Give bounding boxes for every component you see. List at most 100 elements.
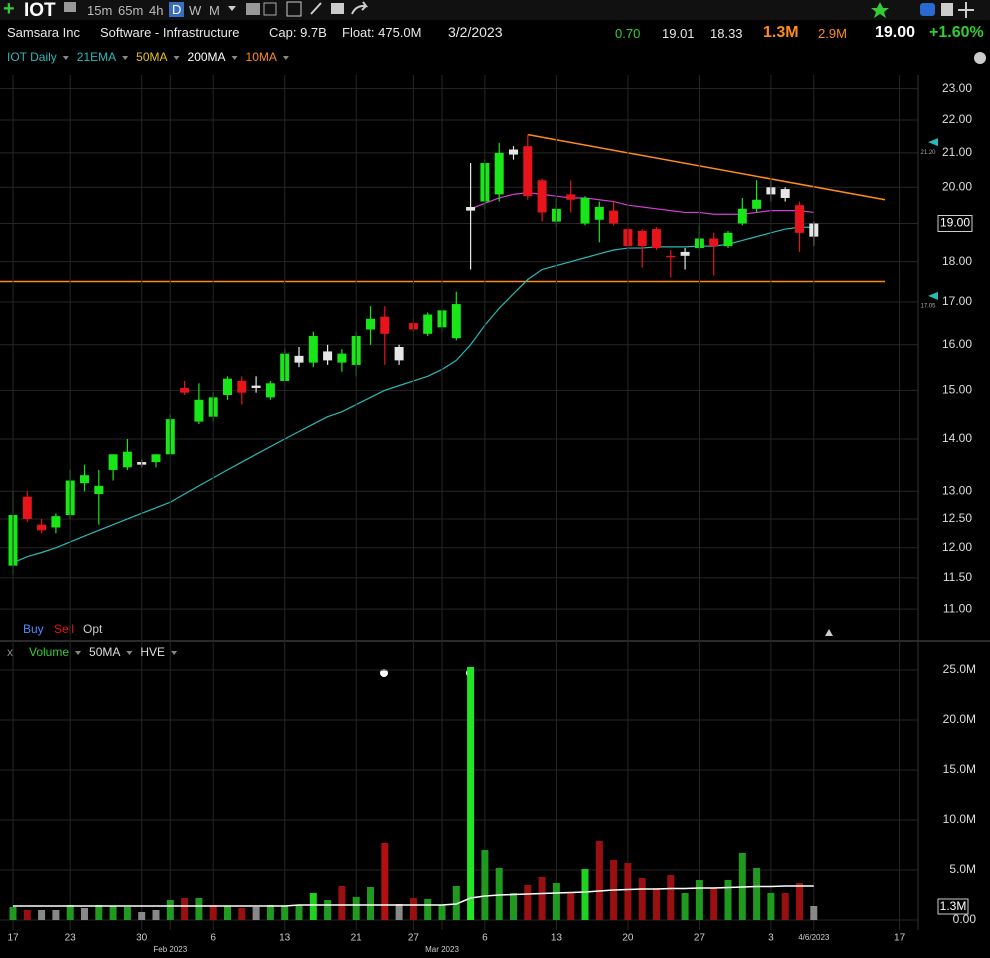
candle-body — [680, 251, 690, 256]
volume-bar — [510, 893, 517, 920]
volume-average-line — [13, 885, 814, 907]
icon[interactable] — [941, 3, 953, 16]
volume-bar — [495, 868, 503, 920]
candle-body — [594, 206, 604, 220]
volume-bar — [338, 886, 346, 920]
candle-body — [652, 229, 661, 249]
timeframe[interactable]: W — [189, 3, 202, 18]
timeframe[interactable]: 15m — [87, 3, 113, 18]
settings-icon[interactable] — [974, 52, 986, 64]
price-marker-box — [937, 214, 973, 232]
volume-bar — [667, 875, 675, 920]
legend-item: HVE — [140, 645, 165, 659]
candle-body — [22, 496, 32, 519]
small-marker — [928, 138, 938, 147]
candle-body — [451, 304, 461, 339]
icon[interactable] — [958, 2, 974, 18]
icon[interactable] — [920, 3, 935, 16]
candle-body — [509, 149, 518, 155]
y-tick-label: 21.00 — [942, 145, 972, 159]
volume-bar — [395, 904, 403, 920]
y-tick-label: 15.0M — [943, 762, 976, 776]
volume-bar — [724, 880, 732, 920]
candle-body — [795, 205, 804, 233]
add-icon[interactable]: + — [3, 0, 15, 20]
volume-bar — [95, 905, 103, 920]
timeframe[interactable]: M — [209, 3, 220, 18]
volume-bar — [295, 905, 303, 920]
y-tick-label: 12.00 — [942, 540, 972, 554]
candle-body — [294, 355, 304, 363]
x-tick-label: 23 — [65, 933, 77, 944]
legend-dropdown — [282, 56, 289, 60]
volume-bar — [524, 885, 532, 920]
icon[interactable] — [64, 2, 76, 12]
y-tick-label: 13.00 — [942, 483, 972, 497]
candle-body — [666, 255, 676, 258]
y-tick-label: 11.50 — [943, 570, 972, 584]
volume-marker-label: 1.3M — [940, 899, 967, 913]
candle-body — [223, 378, 232, 396]
symbol[interactable]: IOT — [24, 0, 56, 21]
icon[interactable] — [286, 1, 302, 17]
volume-bar — [324, 900, 332, 920]
volume-bar — [252, 907, 260, 920]
timeframe[interactable]: 65m — [118, 3, 144, 18]
candle-body — [780, 189, 790, 198]
volume-bar — [266, 905, 274, 920]
legend-item: 200MA — [188, 50, 226, 64]
high: 19.01 — [662, 26, 695, 41]
legend-dropdown — [75, 651, 82, 655]
volume-bar — [181, 898, 189, 920]
volume-bar — [710, 888, 718, 920]
volume-bar — [109, 906, 117, 920]
candle-body — [337, 353, 347, 363]
legend-dropdown — [62, 56, 69, 60]
legend-item: 50MA — [136, 50, 167, 64]
options-button[interactable]: Opt — [83, 622, 103, 636]
volume-bar — [9, 907, 17, 920]
icon[interactable] — [310, 2, 322, 15]
x-tick-label: 3 — [768, 933, 774, 944]
icon[interactable] — [246, 3, 260, 15]
volume-bar — [381, 843, 389, 920]
x-tick-label: 20 — [622, 933, 634, 944]
icon[interactable] — [331, 3, 344, 14]
price-marker-label: 19.00 — [940, 216, 970, 230]
y-tick-label: 18.00 — [942, 254, 972, 268]
small-marker-label: 17.05 — [920, 303, 936, 309]
volume-bar — [38, 910, 46, 920]
candle-body — [366, 318, 375, 330]
legend-item: IOT Daily — [7, 50, 57, 64]
buy-button[interactable]: Buy — [23, 622, 44, 636]
y-tick-label: 20.00 — [942, 179, 972, 193]
sell-button[interactable]: Sell — [54, 622, 74, 636]
icon[interactable] — [263, 2, 277, 16]
timeframe-active[interactable]: D — [169, 2, 185, 17]
percent-change: +1.60% — [929, 24, 984, 41]
volume-bar — [23, 910, 31, 920]
star-icon[interactable] — [871, 2, 889, 18]
candle-body — [237, 380, 247, 393]
icon[interactable] — [351, 1, 369, 15]
toolbar-icons — [64, 1, 974, 18]
x-tick-label: 17 — [894, 933, 906, 944]
small-marker — [928, 291, 938, 300]
volume-bar — [81, 908, 88, 920]
candle-body — [380, 316, 390, 334]
x-tick-label: 30 — [136, 933, 148, 944]
small-marker-label: 21.20 — [920, 150, 936, 156]
timeframe[interactable]: 4h — [149, 3, 164, 18]
candle-body — [580, 197, 590, 224]
x-tick-label: 6 — [210, 933, 216, 944]
legend-dropdown — [122, 56, 129, 60]
candle-body — [394, 346, 404, 361]
volume-bar — [352, 897, 360, 920]
dropdown-icon[interactable] — [228, 6, 236, 11]
volume-bar — [552, 883, 560, 920]
toolbar: + IOT 15m 65m 4h D W M — [0, 0, 990, 21]
legend-item: x — [7, 645, 13, 659]
legend-item: 10MA — [246, 50, 277, 64]
collapse-icon[interactable] — [825, 629, 833, 636]
